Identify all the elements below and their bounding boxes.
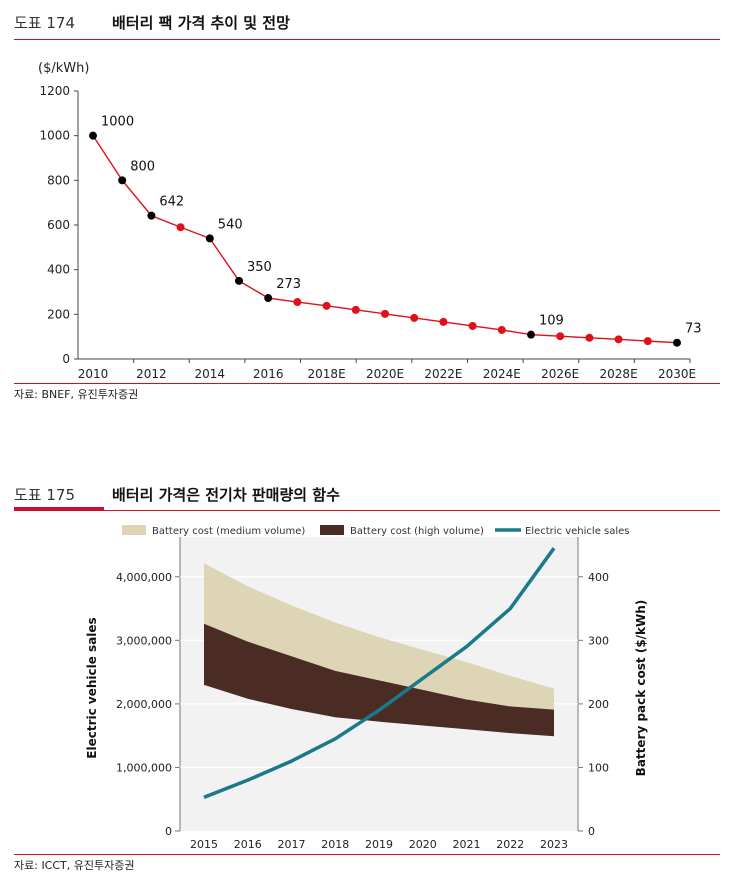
fig175-legend-label: Electric vehicle sales: [525, 526, 630, 537]
fig174-x-tick-label: 2018E: [308, 367, 346, 381]
fig174-y-tick-label: 1000: [39, 129, 70, 143]
fig175-left-tick-label: 4,000,000: [116, 571, 172, 584]
fig174-data-point: [585, 333, 594, 342]
fig174-data-point: [322, 301, 331, 310]
fig175-x-tick-label: 2015: [190, 838, 218, 851]
fig174-source: 자료: BNEF, 유진투자증권: [14, 388, 139, 401]
fig175-bottom-rule: [14, 854, 720, 855]
fig175-right-axis-title: Battery pack cost ($/kWh): [634, 600, 648, 777]
fig175-right-tick-label: 400: [588, 571, 609, 584]
fig174-x-tick-label: 2010: [78, 367, 109, 381]
fig174-y-tick-label: 200: [47, 307, 70, 321]
fig174-x-tick-label: 2020E: [366, 367, 404, 381]
fig175-right-tick-label: 100: [588, 761, 609, 774]
fig175-x-tick-label: 2021: [453, 838, 481, 851]
fig174-data-label: 642: [159, 195, 184, 210]
fig175-right-tick-label: 200: [588, 698, 609, 711]
fig175-x-tick-label: 2022: [496, 838, 524, 851]
fig175-source: 자료: ICCT, 유진투자증권: [14, 859, 135, 872]
fig174-x-tick-label: 2026E: [541, 367, 579, 381]
fig175-legend-label: Battery cost (high volume): [350, 526, 484, 537]
fig175-left-tick-label: 1,000,000: [116, 761, 172, 774]
fig174-y-tick-label: 600: [47, 218, 70, 232]
fig174-y-unit-label: ($/kWh): [38, 61, 89, 76]
fig174-data-point: [410, 313, 419, 322]
fig174-data-point: [293, 298, 302, 307]
fig174-data-label: 273: [276, 277, 301, 292]
fig174-chart: ($/kWh) 0 200 400 600 800 1000 1200 2010 2012 2014…: [38, 61, 702, 381]
fig174-x-tick-label: 2028E: [600, 367, 638, 381]
fig175-legend-swatch: [320, 525, 344, 535]
fig175-legend-swatch: [122, 525, 146, 535]
fig174-data-point: [235, 276, 243, 285]
fig175-title-accent: [14, 507, 104, 511]
fig175-title: 배터리 가격은 전기차 판매량의 함수: [112, 486, 340, 504]
fig174-data-point: [556, 332, 565, 341]
fig174-data-point: [264, 294, 273, 303]
fig174-data-point: [381, 309, 389, 318]
fig174-y-tick-label: 1200: [39, 84, 70, 98]
fig174-y-tick-label: 400: [47, 263, 70, 277]
fig174-data-point: [205, 234, 214, 243]
fig174-y-tick-label: 0: [62, 352, 70, 366]
fig175-x-tick-label: 2017: [278, 838, 306, 851]
fig174-title-rule: [14, 39, 720, 40]
fig175-legend-label: Battery cost (medium volume): [152, 526, 305, 537]
fig174-bottom-rule: [14, 383, 720, 384]
fig174-x-tick-label: 2030E: [658, 367, 696, 381]
fig174-data-point: [147, 211, 156, 220]
fig174-data-point: [643, 337, 652, 346]
fig175-ev-sales-line: [203, 547, 556, 799]
fig174-x-tick-label: 2016: [253, 367, 284, 381]
fig174-data-label: 73: [685, 322, 702, 337]
fig174-x-tick-label: 2012: [136, 367, 167, 381]
fig174-data-point: [497, 325, 506, 334]
fig175-x-tick-label: 2016: [234, 838, 262, 851]
fig175-band-medium-volume: [204, 563, 554, 710]
fig175-title-rule: [14, 510, 720, 511]
fig175-left-tick-label: 2,000,000: [116, 698, 172, 711]
fig175-right-tick-label: 0: [588, 825, 595, 838]
fig174-y-tick-label: 800: [47, 173, 70, 187]
fig175-left-tick-label: 0: [165, 825, 172, 838]
fig174-data-label: 109: [539, 314, 564, 329]
fig175-x-tick-label: 2020: [409, 838, 437, 851]
fig175-left-tick-label: 3,000,000: [116, 634, 172, 647]
fig174-header: 도표 174 배터리 팩 가격 추이 및 전망: [14, 12, 720, 42]
fig175-band-high-volume: [204, 623, 554, 737]
fig174-data-point: [439, 317, 448, 326]
fig175-left-axis-title: Electric vehicle sales: [85, 617, 99, 758]
fig174-data-point: [351, 305, 360, 314]
fig174-data-point: [118, 176, 127, 185]
fig174-data-label: 1000: [101, 115, 134, 130]
fig175-x-tick-label: 2018: [321, 838, 349, 851]
fig174-data-point: [89, 131, 97, 140]
fig174-data-point: [673, 338, 681, 347]
fig175-header: 도표 175 배터리 가격은 전기차 판매량의 함수: [14, 484, 720, 514]
fig174-data-label: 800: [130, 159, 155, 174]
fig175-x-tick-label: 2019: [365, 838, 393, 851]
fig174-x-tick-label: 2022E: [424, 367, 462, 381]
fig174-x-tick-label: 2014: [195, 367, 226, 381]
fig174-data-label: 540: [218, 217, 243, 232]
fig175-chart: 0 1,000,000 2,000,000 3,000,000 4,000,000 0 10…: [85, 525, 648, 851]
fig174-data-point: [527, 330, 535, 339]
fig175-right-tick-label: 300: [588, 634, 609, 647]
fig174-data-point: [614, 335, 623, 344]
fig174-data-point: [176, 223, 185, 232]
fig175-number: 도표 175: [14, 486, 75, 504]
fig174-number: 도표 174: [14, 14, 75, 32]
fig174-x-tick-label: 2024E: [483, 367, 521, 381]
fig174-title: 배터리 팩 가격 추이 및 전망: [112, 14, 290, 32]
fig175-x-tick-label: 2023: [540, 838, 568, 851]
fig174-data-point: [468, 321, 477, 330]
fig174-data-label: 350: [247, 260, 272, 275]
